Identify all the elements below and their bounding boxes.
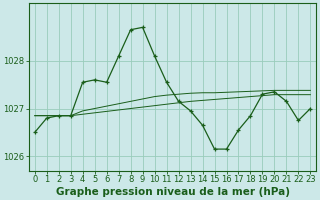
X-axis label: Graphe pression niveau de la mer (hPa): Graphe pression niveau de la mer (hPa) <box>56 187 290 197</box>
